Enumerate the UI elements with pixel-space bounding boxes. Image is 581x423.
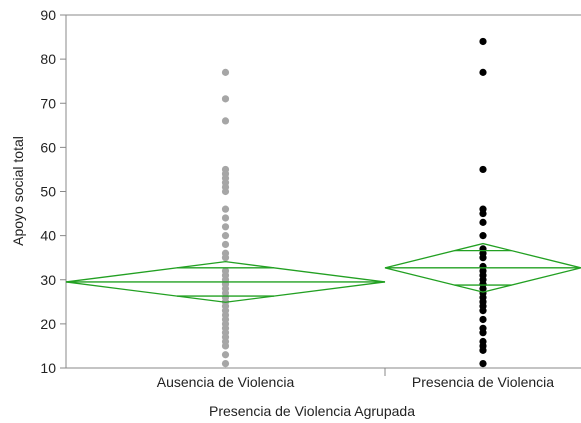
data-point xyxy=(221,205,230,213)
data-point xyxy=(479,232,487,240)
y-axis-title: Apoyo social total xyxy=(10,136,26,246)
mean-diamond xyxy=(65,261,386,303)
y-tick-label: 10 xyxy=(40,360,56,376)
y-tick-label: 70 xyxy=(40,95,56,111)
y-axis: 10 20 30 40 50 60 70 80 90 xyxy=(40,7,66,376)
data-point xyxy=(221,68,230,76)
data-point xyxy=(479,165,487,174)
y-tick-label: 20 xyxy=(40,316,56,332)
data-point xyxy=(479,359,487,368)
data-point xyxy=(479,254,487,262)
data-point xyxy=(221,254,230,262)
data-point xyxy=(479,307,487,315)
data-point xyxy=(221,214,230,222)
y-tick-label: 80 xyxy=(40,51,56,67)
diamond-outline xyxy=(384,242,581,293)
x-tick-label: Ausencia de Violencia xyxy=(157,374,295,390)
data-point xyxy=(221,351,230,359)
data-point xyxy=(221,342,230,350)
data-point xyxy=(221,232,230,240)
x-axis-title: Presencia de Violencia Agrupada xyxy=(209,403,415,419)
data-point xyxy=(221,187,230,196)
y-tick-label: 90 xyxy=(40,7,56,23)
data-point xyxy=(479,346,487,354)
y-tick-label: 30 xyxy=(40,272,56,288)
data-point xyxy=(221,240,230,249)
data-point xyxy=(479,218,487,226)
mean-diamonds xyxy=(65,242,581,303)
y-tick-label: 50 xyxy=(40,184,56,200)
x-tick-label: Presencia de Violencia xyxy=(412,374,554,390)
data-point xyxy=(479,315,487,324)
mean-diamond xyxy=(384,242,581,293)
data-point xyxy=(221,117,230,125)
data-point xyxy=(479,68,487,76)
data-point xyxy=(221,95,230,103)
data-point xyxy=(221,359,230,368)
x-axis: Ausencia de Violencia Presencia de Violen… xyxy=(157,368,554,390)
data-point xyxy=(221,223,230,231)
plot-frame xyxy=(65,14,581,369)
data-point xyxy=(479,209,487,218)
y-tick-label: 40 xyxy=(40,228,56,244)
data-point xyxy=(479,329,487,337)
y-tick-label: 60 xyxy=(40,139,56,155)
data-points xyxy=(221,37,487,368)
data-point xyxy=(479,37,487,46)
